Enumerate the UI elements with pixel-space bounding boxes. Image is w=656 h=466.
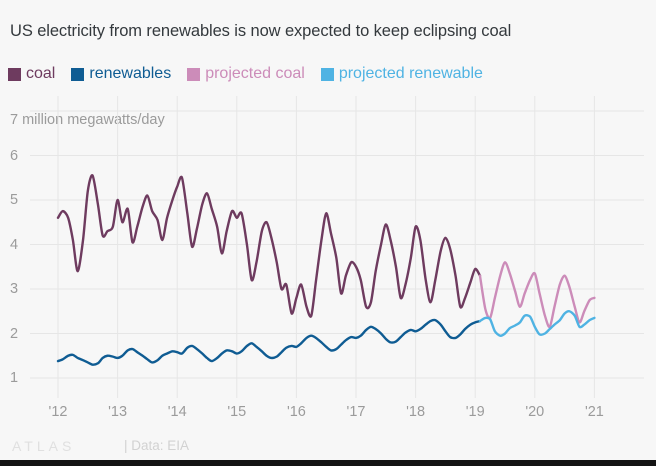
legend-label-projected-coal: projected coal bbox=[205, 65, 305, 82]
series-line-coal bbox=[56, 174, 482, 318]
legend-item-projected-coal[interactable]: projected coal bbox=[187, 66, 305, 82]
x-axis-tick-label: '21 bbox=[584, 404, 604, 420]
x-axis-tick-label: '14 bbox=[167, 404, 187, 420]
chart-gridlines bbox=[30, 110, 644, 379]
x-axis-tick-label: '18 bbox=[406, 404, 426, 420]
y-axis-title: 7 million megawatts/day bbox=[10, 112, 165, 128]
footer-bar bbox=[0, 460, 656, 466]
legend-swatch-projected-renewable bbox=[320, 67, 334, 81]
x-axis-tick-label: '19 bbox=[465, 404, 485, 420]
legend-label-coal: coal bbox=[26, 65, 56, 82]
series-line-projected-coal bbox=[478, 261, 596, 329]
legend-swatch-coal bbox=[8, 67, 21, 81]
chart-footer: ATLAS | Data: EIA bbox=[0, 430, 656, 466]
x-axis-tick-label: '16 bbox=[286, 404, 306, 420]
x-axis-tick-label: '17 bbox=[346, 404, 366, 420]
data-source-label: | Data: EIA bbox=[124, 438, 190, 453]
x-axis-tick-label: '12 bbox=[48, 404, 68, 420]
legend-item-renewables[interactable]: renewables bbox=[71, 66, 171, 82]
chart-legend: coal renewables projected coal projected… bbox=[8, 66, 499, 82]
page-title: US electricity from renewables is now ex… bbox=[10, 22, 512, 40]
y-axis-tick-label: 2 bbox=[10, 325, 19, 342]
legend-label-projected-renewable: projected renewable bbox=[338, 65, 483, 82]
legend-swatch-projected-coal bbox=[187, 67, 201, 81]
series-line-renewables bbox=[56, 318, 482, 366]
y-axis-tick-label: 5 bbox=[10, 192, 19, 208]
series-line-projected-renewable bbox=[478, 310, 596, 337]
y-axis-tick-label: 6 bbox=[10, 147, 19, 164]
y-axis-tick-label: 1 bbox=[10, 370, 19, 386]
x-axis-tick-label: '15 bbox=[227, 404, 247, 420]
legend-label-renewables: renewables bbox=[89, 65, 172, 82]
y-axis-tick-label: 3 bbox=[10, 281, 19, 297]
x-axis-tick-label: '20 bbox=[525, 404, 545, 420]
chart-x-ticks bbox=[57, 96, 595, 398]
legend-item-projected-renewable[interactable]: projected renewable bbox=[320, 65, 483, 82]
chart-series-layer bbox=[56, 174, 596, 366]
y-axis-tick-label: 4 bbox=[10, 236, 19, 253]
x-axis-tick-label: '13 bbox=[108, 404, 128, 420]
legend-item-coal[interactable]: coal bbox=[8, 66, 55, 82]
atlas-logo: ATLAS bbox=[12, 438, 76, 454]
legend-swatch-renewables bbox=[71, 67, 85, 81]
